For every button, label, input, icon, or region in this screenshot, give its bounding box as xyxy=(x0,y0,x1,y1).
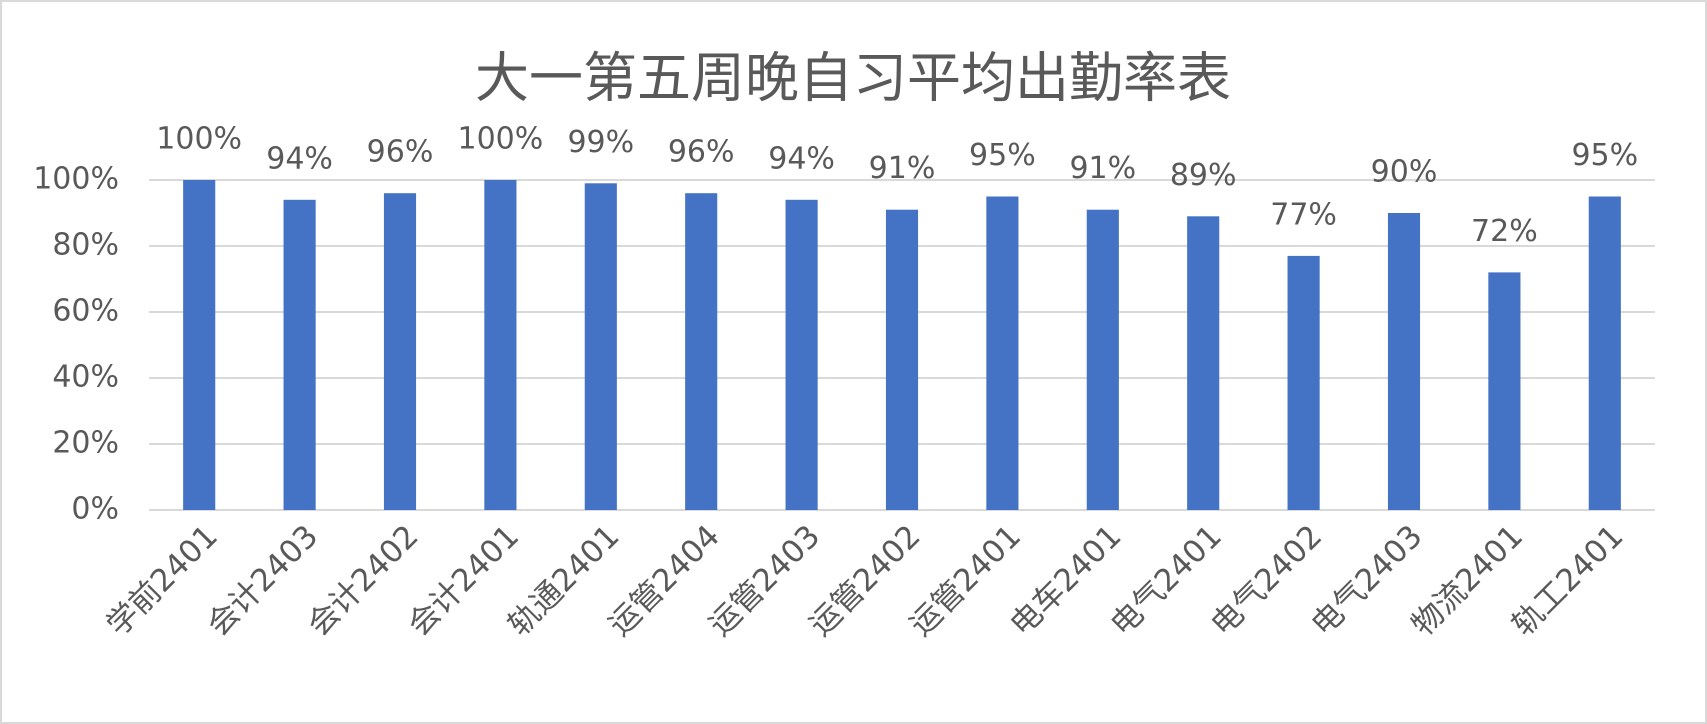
data-label: 100% xyxy=(458,122,544,157)
chart-title: 大一第五周晚自习平均出勤率表 xyxy=(475,47,1231,110)
y-tick-label: 60% xyxy=(52,294,119,329)
y-tick-label: 0% xyxy=(71,492,119,527)
bar xyxy=(1086,209,1119,510)
bar xyxy=(986,196,1019,510)
bar xyxy=(484,180,517,510)
data-label: 94% xyxy=(266,141,333,176)
data-label: 90% xyxy=(1371,155,1438,190)
data-label: 99% xyxy=(567,125,634,160)
y-tick-label: 40% xyxy=(52,360,119,395)
bar xyxy=(584,183,617,511)
bar xyxy=(1588,196,1621,510)
data-label: 100% xyxy=(156,122,242,157)
bar xyxy=(283,199,316,511)
y-tick-label: 100% xyxy=(33,162,119,197)
bar xyxy=(383,193,417,510)
data-label: 91% xyxy=(1069,151,1136,186)
bar xyxy=(885,209,919,510)
data-label: 89% xyxy=(1170,158,1237,193)
bar xyxy=(1488,272,1521,510)
data-label: 95% xyxy=(1571,138,1638,173)
bar xyxy=(685,193,718,510)
bar xyxy=(785,199,818,511)
data-label: 91% xyxy=(869,151,936,186)
data-label: 72% xyxy=(1471,214,1538,249)
bar xyxy=(1287,255,1320,510)
data-label: 77% xyxy=(1270,197,1337,232)
bar xyxy=(1187,216,1220,511)
data-label: 94% xyxy=(768,141,835,176)
bar xyxy=(183,180,216,510)
data-label: 96% xyxy=(668,135,735,170)
data-label: 95% xyxy=(969,138,1036,173)
y-tick-label: 20% xyxy=(52,426,119,461)
y-tick-label: 80% xyxy=(52,228,119,263)
bar xyxy=(1387,213,1421,510)
data-label: 96% xyxy=(367,135,434,170)
